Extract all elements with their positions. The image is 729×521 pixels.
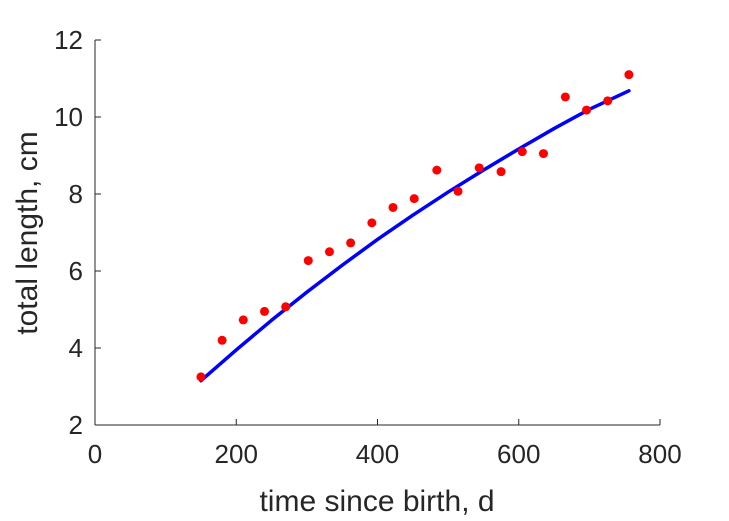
data-point [281, 302, 291, 312]
y-tick-label: 6 [69, 256, 83, 286]
data-point [196, 372, 206, 382]
data-point [474, 163, 484, 173]
y-tick-label: 8 [69, 179, 83, 209]
data-point [432, 165, 442, 175]
data-point [517, 147, 527, 157]
data-point [453, 186, 463, 196]
y-tick-label: 2 [69, 410, 83, 440]
x-tick-label: 0 [88, 439, 102, 469]
fit-line [199, 89, 631, 383]
x-tick-label: 200 [215, 439, 258, 469]
data-point [582, 105, 592, 115]
series-layer [196, 70, 634, 383]
data-point [217, 335, 227, 345]
data-point [560, 92, 570, 102]
x-tick-label: 400 [356, 439, 399, 469]
plot-area: 0 200 400 600 800 2 4 6 8 10 12 [54, 25, 682, 469]
data-point [238, 315, 248, 325]
x-tick-label: 800 [638, 439, 681, 469]
data-point [260, 306, 269, 316]
data-point [603, 96, 613, 106]
x-tick-label: 600 [497, 439, 540, 469]
data-point [409, 194, 419, 204]
data-point [624, 70, 634, 80]
y-tick-label: 12 [54, 25, 83, 55]
data-point [496, 167, 506, 177]
y-ticks: 2 4 6 8 10 12 [54, 25, 101, 440]
data-point [538, 149, 548, 159]
x-axis-label: time since birth, d [259, 485, 494, 518]
data-point [324, 247, 334, 257]
y-axis-label: total length, cm [11, 131, 44, 334]
y-tick-label: 4 [69, 333, 83, 363]
data-point [346, 238, 356, 248]
data-point [367, 218, 377, 228]
data-point [388, 202, 398, 212]
y-tick-label: 10 [54, 102, 83, 132]
data-point [303, 256, 313, 266]
x-ticks: 0 200 400 600 800 [88, 419, 682, 469]
